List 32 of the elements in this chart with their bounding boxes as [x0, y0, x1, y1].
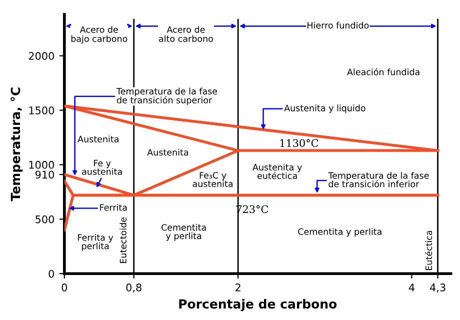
annotation: Temperatura de la fase de transición inferior [328, 172, 429, 188]
annotation: Acero de bajo carbono [71, 26, 128, 44]
x-axis-title: Porcentaje de carbono [179, 298, 337, 312]
y-tick-label: 1500 [29, 106, 54, 114]
x-tick-label: 2 [236, 284, 240, 292]
annotation: Austenita y eutéctica [252, 164, 302, 180]
annotation: Fe y austenita [82, 160, 122, 175]
x-tick-label: 4 [408, 284, 414, 292]
annotation: Cementita y perlita [298, 228, 382, 237]
x-tick-label: 0 [62, 284, 68, 292]
annotation: Aleación fundida [347, 68, 420, 76]
y-axis-title: Temperatura, °C [10, 88, 23, 202]
y-tick-label: 0 [48, 270, 54, 278]
x-tick-label: 0,8 [126, 284, 142, 292]
annotation: Fe₃C y austenita [192, 172, 233, 188]
annotation: Austenita y liquido [284, 104, 366, 114]
annotation: Austenita [147, 148, 188, 156]
annotation: 1130°C [280, 139, 318, 148]
annotation: Cementita y perlita [161, 224, 206, 241]
annotation: Hierro fundido [308, 22, 369, 29]
y-tick-label: 910 [35, 170, 54, 179]
annotation: Eutéctica [424, 230, 432, 270]
annotation: Acero de alto carbono [159, 26, 213, 42]
annotation: Ferrita y perlita [78, 234, 114, 251]
y-tick-label: 1000 [29, 160, 54, 169]
y-tick-label: 500 [36, 215, 54, 224]
y-tick-label: 2000 [28, 52, 54, 60]
annotation: Eutectoide [120, 217, 126, 263]
annotation: Ferrita [100, 204, 127, 211]
x-tick-label: 4,3 [430, 284, 446, 292]
annotation: Temperatura de la fase de transición superior [116, 88, 218, 106]
annotation: Austenita [78, 136, 118, 142]
